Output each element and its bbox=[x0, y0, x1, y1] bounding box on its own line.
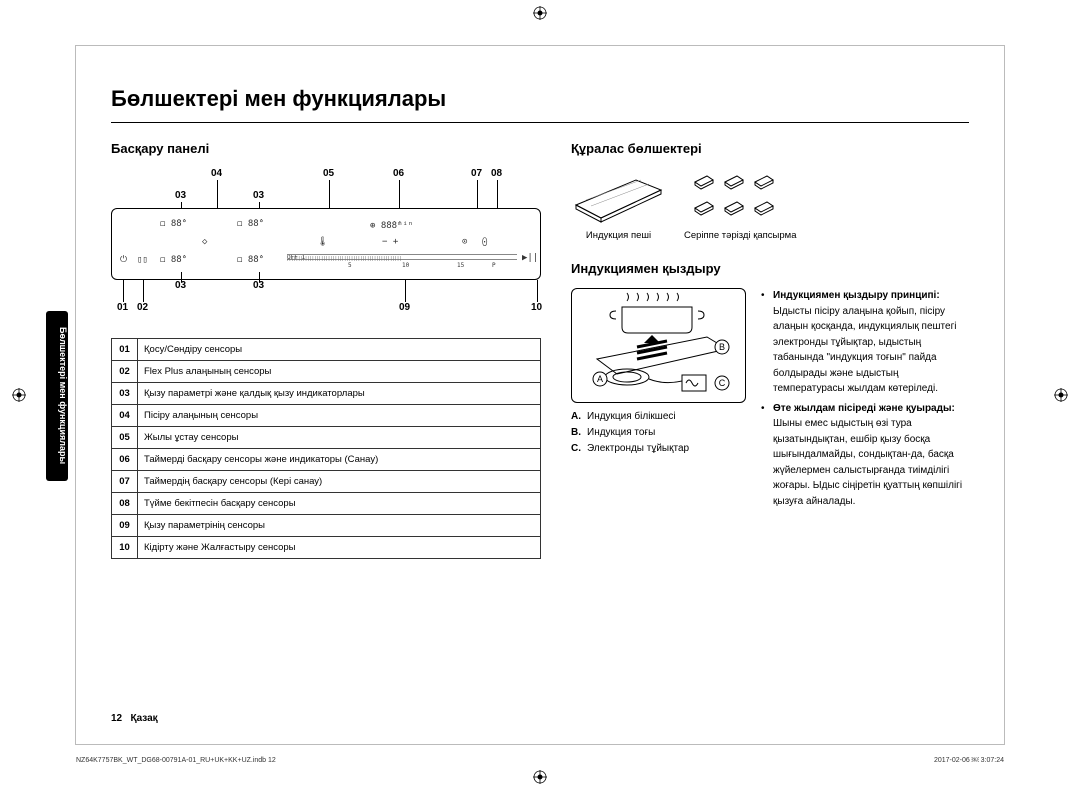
clips-icon bbox=[685, 170, 795, 225]
reg-mark-top bbox=[533, 6, 547, 20]
content-columns: Басқару панелі 0405060708 0303 ⏻ ▯▯ ◻ 8̇… bbox=[111, 141, 969, 559]
legend-key-b: B. bbox=[571, 425, 587, 441]
legend-val-a: Индукция білікшесі bbox=[587, 411, 676, 422]
bullet2-title: Өте жылдам пісіреді және қуырады bbox=[773, 403, 952, 414]
bullet2-body: Шыны емес ыдыстың өзі тура қызатындықтан… bbox=[773, 418, 962, 507]
table-row: 03Қызу параметрі және қалдық қызу индика… bbox=[112, 383, 541, 405]
legend-text: Кідірту және Жалғастыру сенсоры bbox=[138, 537, 541, 559]
lead-line bbox=[537, 280, 538, 302]
legend-key-c: C. bbox=[571, 441, 587, 457]
component-clips-label: Серіппе тәрізді қапсырма bbox=[684, 230, 796, 241]
lead-line bbox=[143, 280, 144, 302]
lead-line bbox=[405, 280, 406, 302]
legend-num: 01 bbox=[112, 339, 138, 361]
component-clips: Серіппе тәрізді қапсырма bbox=[684, 168, 796, 241]
component-hob-label: Индукция пеші bbox=[571, 230, 666, 241]
legend-text: Пісіру алаңының сенсоры bbox=[138, 405, 541, 427]
lead-line bbox=[217, 180, 218, 208]
legend-table: 01Қосу/Сөндіру сенсоры02Flex Plus алаңын… bbox=[111, 338, 541, 559]
table-row: 05Жылы ұстау сенсоры bbox=[112, 427, 541, 449]
legend-text: Таймердің басқару сенсоры (Кері санау) bbox=[138, 471, 541, 493]
components-row: Индукция пеші bbox=[571, 168, 969, 241]
callout-number: 01 bbox=[117, 302, 128, 313]
lead-line bbox=[181, 272, 182, 282]
table-row: 09Қызу параметрінің сенсоры bbox=[112, 515, 541, 537]
legend-text: Қызу параметрінің сенсоры bbox=[138, 515, 541, 537]
bullet1-body: Ыдысты пісіру алаңына қойып, пісіру алаң… bbox=[773, 306, 956, 395]
legend-text: Қызу параметрі және қалдық қызу индикато… bbox=[138, 383, 541, 405]
legend-num: 06 bbox=[112, 449, 138, 471]
table-row: 06Таймерді басқару сенсоры және индикато… bbox=[112, 449, 541, 471]
table-row: 07Таймердің басқару сенсоры (Кері санау) bbox=[112, 471, 541, 493]
column-right: Құралас бөлшектері Индукция пеші bbox=[571, 141, 969, 559]
callout-number: 07 bbox=[471, 168, 482, 179]
callout-number: 06 bbox=[393, 168, 404, 179]
footer-page-num: 12 bbox=[111, 713, 122, 724]
legend-text: Таймерді басқару сенсоры және индикаторы… bbox=[138, 449, 541, 471]
legend-num: 03 bbox=[112, 383, 138, 405]
reg-mark-left bbox=[12, 388, 26, 402]
legend-text: Түйме бекітпесін басқару сенсоры bbox=[138, 493, 541, 515]
table-row: 08Түйме бекітпесін басқару сенсоры bbox=[112, 493, 541, 515]
bullet1-title: Индукциямен қыздыру принципі bbox=[773, 290, 936, 301]
lead-line bbox=[477, 180, 478, 208]
induction-diagram-box: A B C bbox=[571, 288, 746, 403]
lead-line bbox=[497, 180, 498, 208]
page-frame: Бөлшектері мен функциялары Бөлшектері ме… bbox=[75, 45, 1005, 745]
callout-number: 02 bbox=[137, 302, 148, 313]
diagram-label-a: A bbox=[597, 374, 603, 384]
legend-text: Қосу/Сөндіру сенсоры bbox=[138, 339, 541, 361]
callout-number: 03 bbox=[175, 190, 186, 201]
lead-line bbox=[259, 272, 260, 282]
footer-lang: Қазақ bbox=[130, 713, 157, 724]
component-hob: Индукция пеші bbox=[571, 168, 666, 241]
footer-page: 12 Қазақ bbox=[111, 713, 158, 724]
table-row: 10Кідірту және Жалғастыру сенсоры bbox=[112, 537, 541, 559]
callout-number: 09 bbox=[399, 302, 410, 313]
callout-number: 03 bbox=[253, 190, 264, 201]
legend-text: Flex Plus алаңының сенсоры bbox=[138, 361, 541, 383]
induction-row: A B C A.Индукция білікшесі B.Индукция то… bbox=[571, 288, 969, 513]
heading-components: Құралас бөлшектері bbox=[571, 141, 969, 156]
heading-induction: Индукциямен қыздыру bbox=[571, 261, 969, 276]
callout-number: 10 bbox=[531, 302, 542, 313]
legend-num: 04 bbox=[112, 405, 138, 427]
legend-num: 07 bbox=[112, 471, 138, 493]
legend-num: 05 bbox=[112, 427, 138, 449]
legend-text: Жылы ұстау сенсоры bbox=[138, 427, 541, 449]
control-panel-diagram: 04 05 06 07 08 03 03 ⏻ ▯▯ ◻ 8̇8̇° ◻ 8̇8̇° ◇ ◻… bbox=[111, 168, 541, 328]
callout-number: 05 bbox=[323, 168, 334, 179]
lead-line bbox=[399, 180, 400, 208]
panel-outline: ⏻ ▯▯ ◻ 8̇8̇° ◻ 8̇8̇° ◇ ◻ 8̇8̇° ◻ 8̇8̇° 🌡… bbox=[111, 208, 541, 280]
diagram-label-b: B bbox=[719, 342, 725, 352]
induction-legend: A.Индукция білікшесі B.Индукция тоғы C.Э… bbox=[571, 409, 746, 457]
table-row: 04Пісіру алаңының сенсоры bbox=[112, 405, 541, 427]
page-title: Бөлшектері мен функциялары bbox=[111, 86, 969, 112]
heading-control-panel: Басқару панелі bbox=[111, 141, 541, 156]
reg-mark-bottom bbox=[533, 770, 547, 784]
legend-key-a: A. bbox=[571, 409, 587, 425]
legend-num: 09 bbox=[112, 515, 138, 537]
induction-text: Индукциямен қыздыру принципі: Ыдысты піс… bbox=[761, 288, 969, 513]
lead-line bbox=[329, 180, 330, 208]
footer-filename: NZ64K7757BK_WT_DG68-00791A-01_RU+UK+KK+U… bbox=[76, 757, 276, 764]
callout-number: 04 bbox=[211, 168, 222, 179]
hob-icon bbox=[571, 170, 666, 225]
column-left: Басқару панелі 0405060708 0303 ⏻ ▯▯ ◻ 8̇… bbox=[111, 141, 541, 559]
legend-val-c: Электронды тұйықтар bbox=[587, 443, 689, 454]
legend-num: 08 bbox=[112, 493, 138, 515]
reg-mark-right bbox=[1054, 388, 1068, 402]
lead-line bbox=[123, 280, 124, 302]
title-divider bbox=[111, 122, 969, 123]
legend-num: 10 bbox=[112, 537, 138, 559]
legend-num: 02 bbox=[112, 361, 138, 383]
induction-diagram-col: A B C A.Индукция білікшесі B.Индукция то… bbox=[571, 288, 746, 457]
diagram-label-c: C bbox=[719, 378, 726, 388]
footer-date: 2017-02-06 ￼ 3:07:24 bbox=[934, 757, 1004, 764]
callout-number: 08 bbox=[491, 168, 502, 179]
legend-val-b: Индукция тоғы bbox=[587, 427, 655, 438]
side-tab: Бөлшектері мен функциялары bbox=[46, 311, 68, 481]
table-row: 02Flex Plus алаңының сенсоры bbox=[112, 361, 541, 383]
table-row: 01Қосу/Сөндіру сенсоры bbox=[112, 339, 541, 361]
